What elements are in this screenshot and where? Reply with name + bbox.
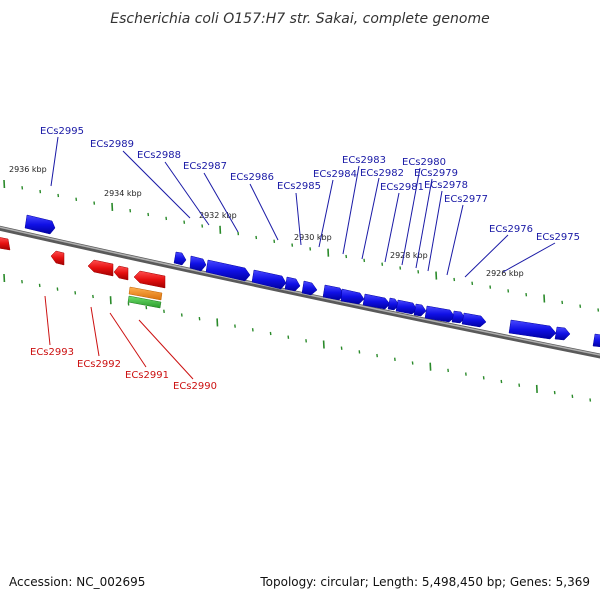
gene-label-ecs2979: ECs2979 (414, 168, 458, 179)
gene-label-ecs2983: ECs2983 (342, 155, 386, 166)
gene-ecs2975b[interactable] (554, 326, 571, 341)
gene-label-ecs2975: ECs2975 (536, 232, 580, 243)
gene-ecs2992[interactable] (87, 259, 114, 277)
gene-label-ecs2982: ECs2982 (360, 168, 404, 179)
gene-ecs2977[interactable] (424, 305, 456, 323)
kbp-label-2930: 2930 kbp (294, 233, 332, 242)
kbp-ticks-inner (3, 273, 592, 402)
kbp-label-2928: 2928 kbp (390, 251, 428, 260)
gene-label-ecs2992: ECs2992 (77, 359, 121, 370)
kbp-label-2926: 2926 kbp (486, 269, 524, 278)
gene-ecs2986[interactable] (251, 269, 287, 290)
gene-ecs2975a[interactable] (508, 319, 557, 340)
gene-label-ecs2993: ECs2993 (30, 347, 74, 358)
kbp-label-2934: 2934 kbp (104, 189, 142, 198)
gene-label-ecs2989: ECs2989 (90, 139, 134, 150)
gene-label-ecs2980: ECs2980 (402, 157, 446, 168)
gene-ecs2989[interactable] (173, 251, 187, 266)
gene-label-ecs2986: ECs2986 (230, 172, 274, 183)
gene-label-ecs2981: ECs2981 (380, 182, 424, 193)
gene-label-ecs2987: ECs2987 (183, 161, 227, 172)
genome-backbone (0, 225, 600, 359)
gene-ecs2976b[interactable] (461, 312, 487, 328)
gene-ecs2995[interactable] (24, 214, 56, 235)
gene-label-ecs2991: ECs2991 (125, 370, 169, 381)
kbp-label-2936: 2936 kbp (9, 165, 47, 174)
forward-label-leaders (50, 136, 556, 278)
feature-green-bar (127, 295, 162, 309)
gene-ecs2988[interactable] (189, 255, 207, 272)
gene-ecs2979[interactable] (395, 299, 418, 315)
gene-ecs2991[interactable] (113, 265, 129, 281)
gene-edge-right[interactable] (592, 333, 600, 348)
gene-ecs2981[interactable] (362, 293, 391, 310)
feature-track-bars (127, 286, 163, 309)
gene-label-ecs2978: ECs2978 (424, 180, 468, 191)
gene-label-ecs2985: ECs2985 (277, 181, 321, 192)
gene-ecs2985[interactable] (284, 276, 301, 292)
gene-label-ecs2995: ECs2995 (40, 126, 84, 137)
gene-edge-left[interactable] (0, 237, 11, 251)
gene-ecs2984[interactable] (301, 280, 318, 296)
figure-title: Escherichia coli O157:H7 str. Sakai, com… (110, 11, 489, 27)
forward-gene-labels: ECs2995 ECs2989 ECs2988 ECs2987 ECs2986 … (40, 126, 580, 243)
reverse-gene-labels: ECs2993 ECs2992 ECs2991 ECs2990 (30, 347, 217, 392)
gene-ecs2987[interactable] (205, 259, 251, 282)
gene-label-ecs2977: ECs2977 (444, 194, 488, 205)
forward-genes (24, 214, 600, 348)
gene-label-ecs2976: ECs2976 (489, 224, 533, 235)
gene-label-ecs2988: ECs2988 (137, 150, 181, 161)
kbp-ticks-outer (3, 179, 600, 312)
gene-ecs2990[interactable] (133, 270, 166, 289)
accession-text: Accession: NC_002695 (9, 575, 145, 589)
kbp-scale-labels: 2936 kbp 2934 kbp 2932 kbp 2930 kbp 2928… (9, 165, 524, 278)
kbp-label-2932: 2932 kbp (199, 211, 237, 220)
reverse-genes (0, 237, 166, 289)
feature-orange-bar (128, 286, 163, 301)
gene-ecs2993[interactable] (50, 250, 65, 266)
gene-label-ecs2990: ECs2990 (173, 381, 217, 392)
gene-ecs2978[interactable] (413, 303, 427, 317)
gene-ecs2982[interactable] (340, 288, 365, 305)
genome-summary-text: Topology: circular; Length: 5,498,450 bp… (259, 575, 590, 589)
reverse-label-leaders (44, 295, 194, 380)
gene-ecs2983[interactable] (322, 284, 345, 301)
gene-label-ecs2984: ECs2984 (313, 169, 357, 180)
